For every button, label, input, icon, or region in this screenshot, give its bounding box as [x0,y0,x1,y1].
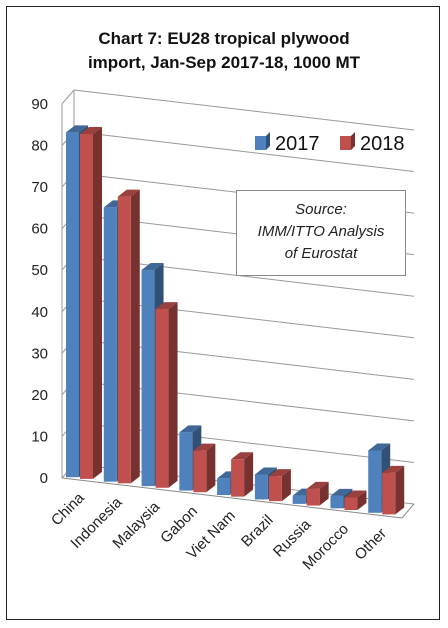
gridline-side [61,89,75,105]
y-tick-label: 50 [31,262,48,279]
y-tick-label: 30 [31,345,48,362]
bar-2018-china [80,126,102,479]
x-category-label: Brazil [238,512,277,551]
legend-label-2017: 2017 [275,133,320,155]
x-category-label: China [48,489,88,529]
bar-2018-viet-nam [231,452,254,497]
legend-swatch-side [351,132,355,150]
chart-title-line1: Chart 7: EU28 tropical plywood [98,29,350,48]
y-tick-label: 60 [31,221,48,238]
y-tick-label: 10 [31,428,48,445]
legend-label-2018: 2018 [360,133,405,155]
source-annotation: Source: IMM/ITTO Analysis of Eurostat [236,190,406,276]
gridline [73,89,415,131]
source-line3: of Eurostat [284,245,358,262]
source-line2: IMM/ITTO Analysis [257,223,385,240]
y-tick-label: 80 [31,138,48,155]
y-tick-label: 20 [31,387,48,404]
legend: 2017 2018 [255,132,405,155]
bar-2018-morocco [344,490,367,510]
bar-2018-gabon [193,443,216,493]
floor-right-edge [401,503,415,519]
y-tick-label: 90 [31,96,48,113]
legend-swatch-2017 [255,136,266,150]
bar-2018-other [382,465,405,515]
chart-title-line2: import, Jan-Sep 2017-18, 1000 MT [87,53,361,72]
floor-front-edge [61,477,403,519]
x-category-label: Other [351,525,390,564]
y-tick-label: 40 [31,304,48,321]
gridline [73,131,415,173]
bar-layer [66,125,405,515]
bar-2018-malaysia [155,302,178,488]
legend-swatch-side [266,132,270,150]
legend-swatch-2018 [340,136,351,150]
chart-title: Chart 7: EU28 tropical plywood import, J… [7,27,441,75]
source-line1: Source: [295,201,347,218]
y-tick-label: 70 [31,179,48,196]
bar-2018-indonesia [117,189,140,484]
bar-2018-brazil [268,469,291,502]
y-tick-label: 0 [40,470,48,487]
bar-2018-russia [306,481,329,506]
